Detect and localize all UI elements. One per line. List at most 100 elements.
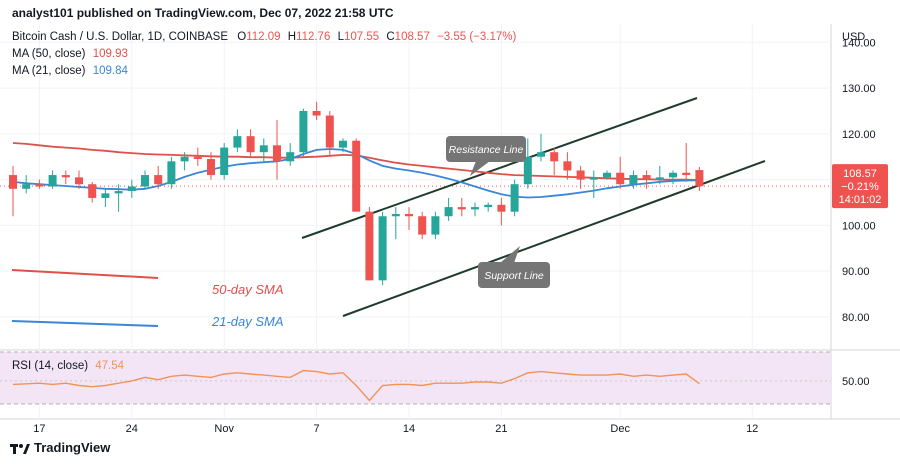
- candle-body: [484, 204, 493, 208]
- candle-body: [207, 159, 215, 176]
- candle-body: [233, 136, 242, 148]
- rsi-band: [0, 352, 831, 404]
- candle-body: [563, 161, 572, 171]
- support-line-callout: Support Line: [478, 246, 550, 288]
- candle-body: [141, 175, 149, 187]
- candle-body: [325, 115, 334, 148]
- candle-body: [457, 207, 466, 210]
- legend-symbol: Bitcoin Cash / U.S. Dollar, 1D, COINBASE…: [12, 31, 517, 43]
- resistance-trendline: [301, 97, 698, 239]
- candle-body: [339, 140, 347, 148]
- legend-ma50-label: MA (50, close): [12, 48, 86, 60]
- resistance-line-callout: Resistance Line: [446, 136, 526, 176]
- legend-ma21: MA (21, close) 109.84: [12, 65, 128, 77]
- legend-high-label: H: [288, 31, 296, 43]
- resistance-line-callout-pointer: [470, 161, 490, 176]
- tradingview-brand: TradingView: [34, 440, 111, 455]
- candle-body: [154, 175, 163, 185]
- publisher-header: analyst101 published on TradingView.com,…: [12, 6, 393, 20]
- rsi-tick-label: 50.00: [842, 376, 870, 388]
- candle-body: [378, 216, 387, 281]
- candle-body: [391, 213, 400, 217]
- last-price-tag: 108.57 −0.21% 14:01:02: [832, 164, 888, 209]
- ma50-legend-swatch: [11, 269, 159, 279]
- candle-body: [61, 175, 70, 178]
- time-tick-label: Nov: [214, 423, 234, 435]
- candle-body: [510, 184, 519, 212]
- candle-body: [35, 184, 44, 187]
- price-tick-label: 80.00: [842, 312, 870, 324]
- candle-body: [497, 204, 506, 212]
- candle-body: [88, 184, 97, 198]
- resistance-line-callout-box: [446, 136, 526, 162]
- candle-body: [537, 152, 545, 157]
- tradingview-logo-icon: [10, 443, 30, 454]
- candle-body: [167, 161, 176, 185]
- price-tick-label: 100.00: [842, 220, 876, 232]
- candle-body: [695, 170, 704, 187]
- price-tick-label: 130.00: [842, 83, 876, 95]
- candle-body: [259, 145, 268, 153]
- legend-change: −3.55 (−3.17%): [437, 31, 516, 43]
- tradingview-logo[interactable]: TradingView: [10, 440, 110, 455]
- candle-body: [431, 216, 440, 235]
- price-tick-label: 90.00: [842, 266, 870, 278]
- last-price: 108.57: [843, 168, 877, 180]
- candle-body: [352, 140, 361, 212]
- candle-body: [682, 172, 691, 176]
- price-tick-label: 140.00: [842, 37, 876, 49]
- time-tick-label: 21: [495, 423, 507, 435]
- resistance-line-callout-text: Resistance Line: [449, 144, 524, 156]
- candle-body: [75, 177, 83, 185]
- candle-body: [523, 156, 532, 185]
- time-tick-label: 17: [33, 423, 45, 435]
- support-trendline: [342, 160, 766, 317]
- candle-body: [365, 211, 374, 281]
- legend-close-label: C: [386, 31, 394, 43]
- candle-body: [299, 110, 308, 153]
- candle-body: [220, 147, 229, 176]
- candle-body: [655, 177, 664, 180]
- legend-close-value: 108.57: [395, 31, 430, 43]
- legend-high-value: 112.76: [296, 31, 330, 43]
- candle-body: [589, 177, 598, 180]
- candle-body: [101, 193, 110, 198]
- legend-ma50: MA (50, close) 109.93: [12, 48, 128, 60]
- legend-ma21-value: 109.84: [93, 65, 129, 77]
- candle-body: [127, 186, 136, 192]
- legend-symbol-name: Bitcoin Cash / U.S. Dollar, 1D, COINBASE: [12, 31, 228, 43]
- candle-body: [405, 213, 413, 217]
- candle-body: [312, 110, 321, 116]
- ma21-annotation: 21-day SMA: [211, 314, 284, 329]
- legend-rsi: RSI (14, close) 47.54: [12, 360, 125, 372]
- legend-rsi-value: 47.54: [95, 360, 124, 372]
- candle-body: [22, 184, 31, 189]
- candle-body: [603, 172, 611, 178]
- legend-low-label: L: [338, 31, 345, 43]
- candle-body: [576, 170, 585, 180]
- time-tick-label: 12: [746, 423, 758, 435]
- legend-open-value: 112.09: [246, 31, 280, 43]
- price-tick-label: 120.00: [842, 129, 876, 141]
- candle-body: [193, 156, 202, 160]
- price-chart[interactable]: 80.0090.00100.00110.00120.00130.00140.00…: [0, 24, 900, 436]
- candle-body: [550, 152, 559, 162]
- time-tick-label: Dec: [610, 423, 630, 435]
- candle-body: [286, 152, 295, 162]
- candle-body: [246, 136, 255, 153]
- legend-ma50-value: 109.93: [93, 48, 128, 60]
- time-tick-label: 7: [314, 423, 320, 435]
- publisher-text: analyst101 published on TradingView.com,…: [12, 6, 394, 20]
- candle-body: [48, 175, 57, 187]
- candle-body: [629, 175, 638, 185]
- support-line-callout-box: [478, 262, 550, 288]
- time-tick-label: 24: [126, 423, 138, 435]
- candle-body: [471, 207, 479, 210]
- support-line-callout-text: Support Line: [484, 270, 544, 282]
- ma50-annotation: 50-day SMA: [212, 282, 284, 297]
- candle-body: [180, 156, 189, 162]
- last-price-pct: −0.21%: [841, 181, 879, 193]
- legend-ma21-label: MA (21, close): [12, 65, 86, 77]
- candle-body: [444, 207, 453, 217]
- price-axis-currency: USD: [842, 31, 865, 43]
